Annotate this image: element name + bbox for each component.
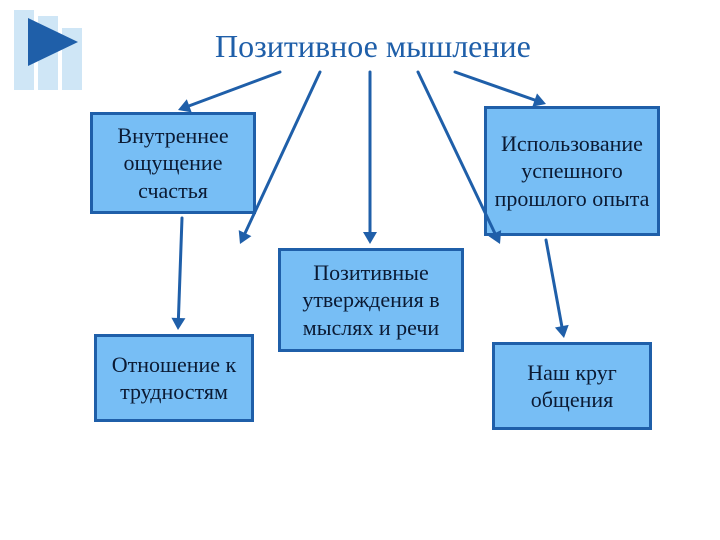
node-inner-happiness: Внутреннее ощущение счастья [90, 112, 256, 214]
node-label: Отношение к трудностям [103, 351, 245, 406]
node-label: Позитивные утверждения в мыслях и речи [287, 259, 455, 342]
node-attitude-difficulty: Отношение к трудностям [94, 334, 254, 422]
node-label: Использование успешного прошлого опыта [493, 130, 651, 213]
page-title: Позитивное мышление [215, 28, 531, 65]
slide-stage: Позитивное мышление Внутреннее ощущение … [0, 0, 720, 540]
node-label: Наш круг общения [501, 359, 643, 414]
node-positive-statements: Позитивные утверждения в мыслях и речи [278, 248, 464, 352]
node-social-circle: Наш круг общения [492, 342, 652, 430]
node-past-experience: Использование успешного прошлого опыта [484, 106, 660, 236]
node-label: Внутреннее ощущение счастья [99, 122, 247, 205]
